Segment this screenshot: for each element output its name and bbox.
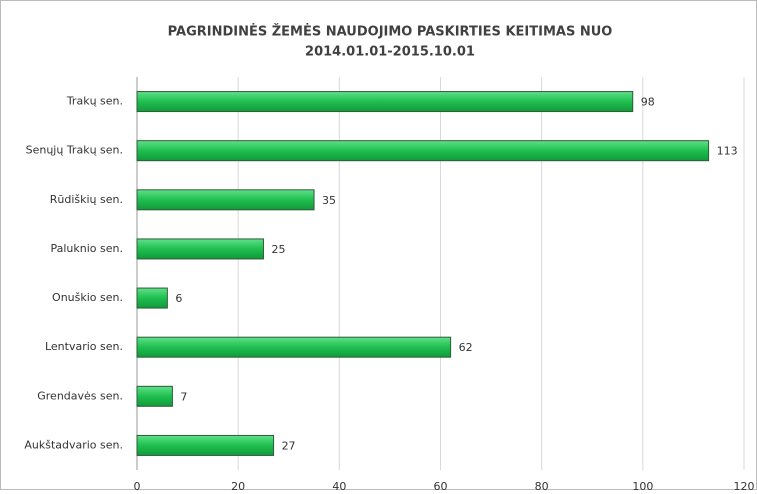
bar	[136, 385, 173, 407]
data-label: 7	[180, 390, 187, 403]
bar	[136, 434, 275, 456]
y-tick-label: Paluknio sen.	[51, 242, 124, 255]
y-tick-label: Lentvario sen.	[45, 340, 123, 353]
data-label: 25	[271, 243, 285, 256]
data-label: 62	[459, 341, 473, 354]
y-tick-label: Aukštadvario sen.	[24, 438, 123, 451]
data-label: 35	[322, 194, 336, 207]
x-tick-label: 120	[734, 480, 755, 490]
x-tick-label: 0	[134, 480, 141, 490]
bar	[136, 140, 710, 162]
data-label: 113	[717, 145, 738, 158]
x-tick-label: 40	[332, 480, 346, 490]
bar	[136, 91, 634, 113]
x-tick-label: 20	[231, 480, 245, 490]
chart-title: 2014.01.01-2015.10.01	[305, 45, 475, 60]
x-tick-label: 60	[434, 480, 448, 490]
bar	[136, 287, 168, 309]
y-tick-label: Senųjų Trakų sen.	[26, 144, 123, 157]
y-tick-label: Rūdiškių sen.	[50, 193, 123, 206]
chart-title: PAGRINDINĖS ŽEMĖS NAUDOJIMO PASKIRTIES K…	[168, 24, 613, 40]
data-label: 27	[282, 439, 296, 452]
bar	[136, 238, 264, 260]
y-tick-label: Trakų sen.	[66, 95, 123, 108]
x-tick-label: 80	[535, 480, 549, 490]
data-label: 6	[175, 292, 182, 305]
data-label: 98	[641, 96, 655, 109]
y-tick-label: Grendavės sen.	[37, 389, 123, 402]
bar	[136, 336, 452, 358]
x-tick-label: 100	[632, 480, 653, 490]
bar	[136, 189, 315, 211]
y-tick-label: Onuškio sen.	[52, 291, 123, 304]
